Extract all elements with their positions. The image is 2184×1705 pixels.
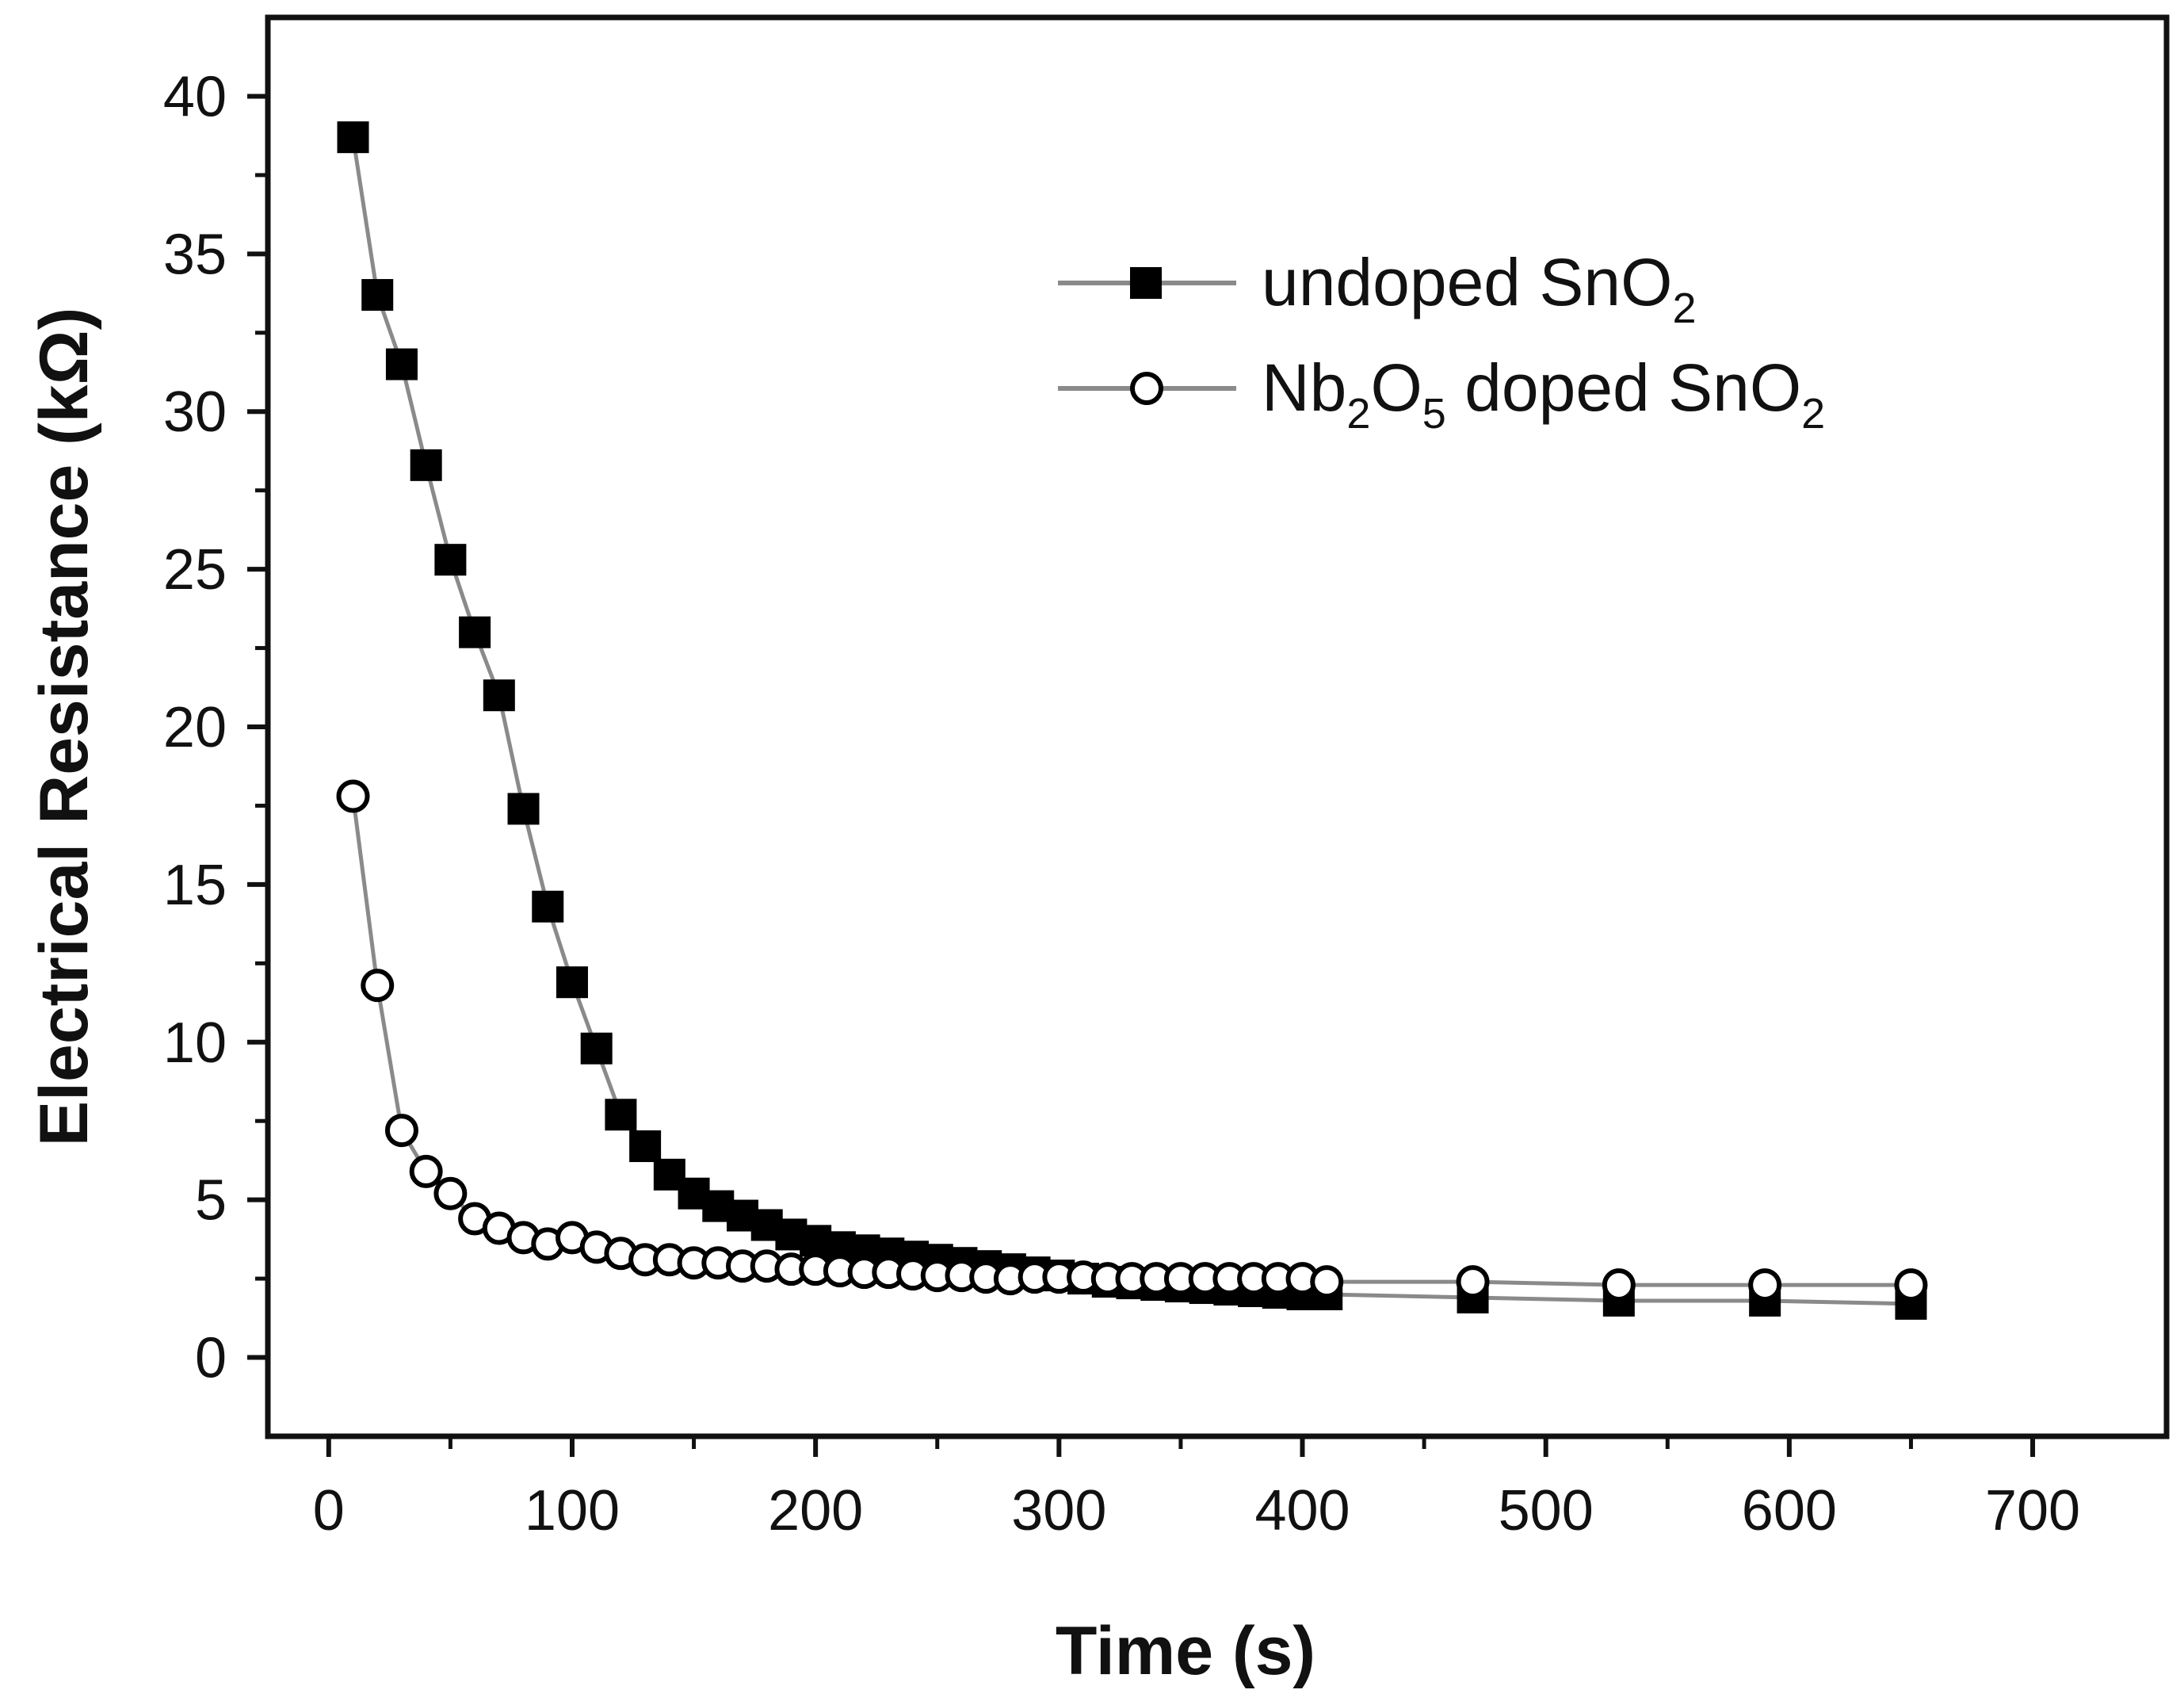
- y-axis-title: Electrical Resistance (kΩ): [26, 308, 102, 1146]
- legend-marker-circle: [1130, 372, 1163, 405]
- data-point-circle: [409, 1154, 443, 1188]
- legend-text-part: undoped SnO: [1262, 245, 1672, 319]
- y-tick-label: 15: [163, 854, 227, 917]
- data-point-circle: [1602, 1268, 1636, 1302]
- legend-text-part: O: [1370, 350, 1422, 425]
- data-point-square: [434, 544, 467, 576]
- y-tick-label: 40: [163, 65, 227, 128]
- legend-marker-square: [1130, 267, 1162, 299]
- legend-label: undoped SnO2: [1262, 245, 1696, 332]
- legend-text-part: Nb: [1262, 350, 1346, 425]
- legend-entry: Nb2O5 doped SnO2: [1058, 350, 1825, 438]
- x-tick-label: 600: [1742, 1479, 1837, 1543]
- data-series: [336, 121, 1928, 1320]
- data-point-circle: [1894, 1268, 1928, 1302]
- data-point-circle: [361, 969, 395, 1003]
- x-tick-label: 700: [1985, 1479, 2080, 1543]
- data-point-square: [361, 279, 394, 312]
- legend-subscript: 5: [1422, 390, 1446, 438]
- x-tick-label: 300: [1011, 1479, 1106, 1543]
- legend-subscript: 2: [1801, 390, 1825, 438]
- legend-subscript: 2: [1346, 390, 1370, 438]
- legend-subscript: 2: [1672, 285, 1696, 332]
- x-tick-label: 500: [1499, 1479, 1594, 1543]
- x-tick-label: 400: [1254, 1479, 1350, 1543]
- y-tick-label: 20: [163, 696, 227, 759]
- y-tick-label: 0: [195, 1327, 227, 1390]
- data-point-square: [556, 966, 588, 999]
- data-point-circle: [1748, 1268, 1782, 1302]
- data-point-square: [580, 1032, 613, 1065]
- data-point-square: [605, 1099, 637, 1131]
- data-point-circle: [1310, 1265, 1344, 1299]
- series-nb2o5-doped-sno2: [336, 779, 1928, 1302]
- y-tick-label: 25: [163, 538, 227, 602]
- data-point-square: [532, 890, 564, 923]
- y-tick-label: 35: [163, 223, 227, 286]
- data-point-circle: [433, 1176, 468, 1210]
- data-point-square: [483, 679, 515, 712]
- data-point-square: [459, 616, 491, 648]
- data-point-square: [385, 348, 418, 380]
- y-tick-label: 30: [163, 380, 227, 444]
- data-point-square: [410, 449, 442, 481]
- legend-entry: undoped SnO2: [1058, 245, 1696, 332]
- y-tick-label: 5: [195, 1169, 227, 1233]
- legend-text-part: doped SnO: [1446, 350, 1801, 425]
- x-tick-label: 200: [768, 1479, 863, 1543]
- x-axis-title: Time (s): [1056, 1613, 1315, 1689]
- legend-label: Nb2O5 doped SnO2: [1262, 350, 1825, 438]
- data-point-square: [629, 1130, 662, 1163]
- data-point-circle: [336, 779, 370, 813]
- x-tick-label: 100: [525, 1479, 620, 1543]
- data-point-square: [337, 121, 369, 154]
- y-tick-label: 10: [163, 1011, 227, 1075]
- plot-frame: [265, 14, 2170, 1439]
- data-point-circle: [384, 1114, 418, 1148]
- data-point-circle: [1456, 1265, 1490, 1299]
- x-tick-label: 0: [313, 1479, 345, 1543]
- data-point-square: [507, 793, 540, 825]
